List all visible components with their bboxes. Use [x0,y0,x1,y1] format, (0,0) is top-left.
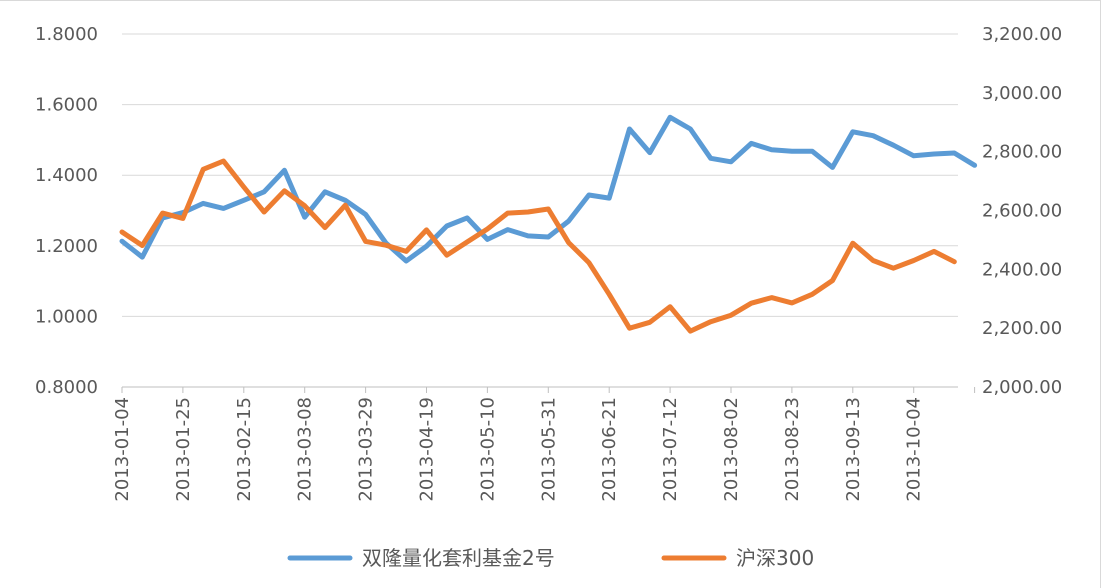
right-axis-tick-label: 2,800.00 [982,142,1062,163]
legend: 双隆量化套利基金2号 沪深300 [287,546,814,570]
x-axis-tick-label: 2013-03-08 [295,397,316,502]
left-axis-tick-label: 1.8000 [35,24,98,45]
x-axis-tick-label: 2013-08-02 [721,397,742,502]
x-axis-tick-label: 2013-06-21 [599,397,620,502]
x-axis-tick-label: 2013-10-04 [904,397,925,502]
left-axis-tick-labels: 1.8000 1.6000 1.4000 1.2000 1.0000 0.8000 [35,24,98,398]
legend-label: 沪深300 [736,546,814,570]
x-axis-tick-label: 2013-09-13 [843,397,864,502]
x-axis-tick-labels: 2013-01-04 2013-01-25 2013-02-15 2013-03-08… [112,397,925,502]
x-axis-tick-label: 2013-01-04 [112,397,133,502]
x-axis-tick-label: 2013-02-15 [234,397,255,502]
axes [121,386,976,393]
right-axis-tick-label: 2,200.00 [982,318,1062,339]
x-axis-tick-label: 2013-07-12 [660,397,681,502]
right-axis-tick-label: 3,000.00 [982,83,1062,104]
x-axis-tick-label: 2013-01-25 [173,397,194,502]
left-axis-tick-label: 1.0000 [35,306,98,327]
x-axis-tick-label: 2013-04-19 [417,397,438,502]
x-axis-tick-label: 2013-08-23 [782,397,803,502]
right-axis-tick-label: 2,600.00 [982,201,1062,222]
right-axis-tick-label: 3,200.00 [982,24,1062,45]
right-axis-tick-labels: 3,200.00 3,000.00 2,800.00 2,600.00 2,400.00… [982,24,1062,398]
left-axis-tick-label: 1.4000 [35,165,98,186]
x-axis-tick-label: 2013-03-29 [356,397,377,502]
x-axis-tick-label: 2013-05-31 [538,397,559,502]
left-axis-tick-label: 1.2000 [35,236,98,257]
series-lines [119,114,978,334]
left-axis-tick-label: 0.8000 [35,377,98,398]
series-line [119,114,978,264]
x-axis-tick-label: 2013-05-10 [477,397,498,502]
gridlines [122,33,958,317]
right-axis-tick-label: 2,400.00 [982,259,1062,280]
legend-label: 双隆量化套利基金2号 [362,546,555,570]
right-axis-tick-label: 2,000.00 [982,377,1062,398]
left-axis-tick-label: 1.6000 [35,95,98,116]
series-line [119,158,957,334]
